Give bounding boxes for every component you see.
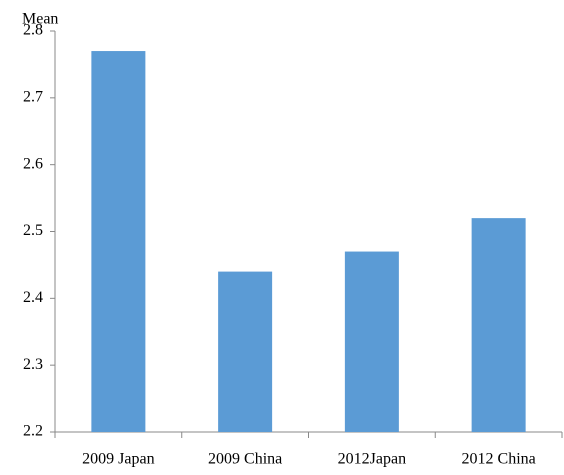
x-tick-label: 2009 Japan [82,451,154,468]
bar [344,251,399,432]
bar [218,271,273,432]
y-tick-label: 2.4 [23,289,43,306]
bar [91,51,146,433]
y-tick-label: 2.6 [23,155,43,172]
bar [471,218,526,432]
y-axis-label: Mean [22,11,58,28]
y-tick-label: 2.7 [23,89,43,106]
y-tick-label: 2.5 [23,222,43,239]
y-tick-label: 2.3 [23,356,43,373]
y-tick-label: 2.2 [23,423,43,440]
y-tick-label: 2.8 [23,22,43,39]
x-tick-label: 2012Japan [338,451,406,468]
x-tick-label: 2009 China [208,451,282,468]
x-tick-label: 2012 China [462,451,536,468]
